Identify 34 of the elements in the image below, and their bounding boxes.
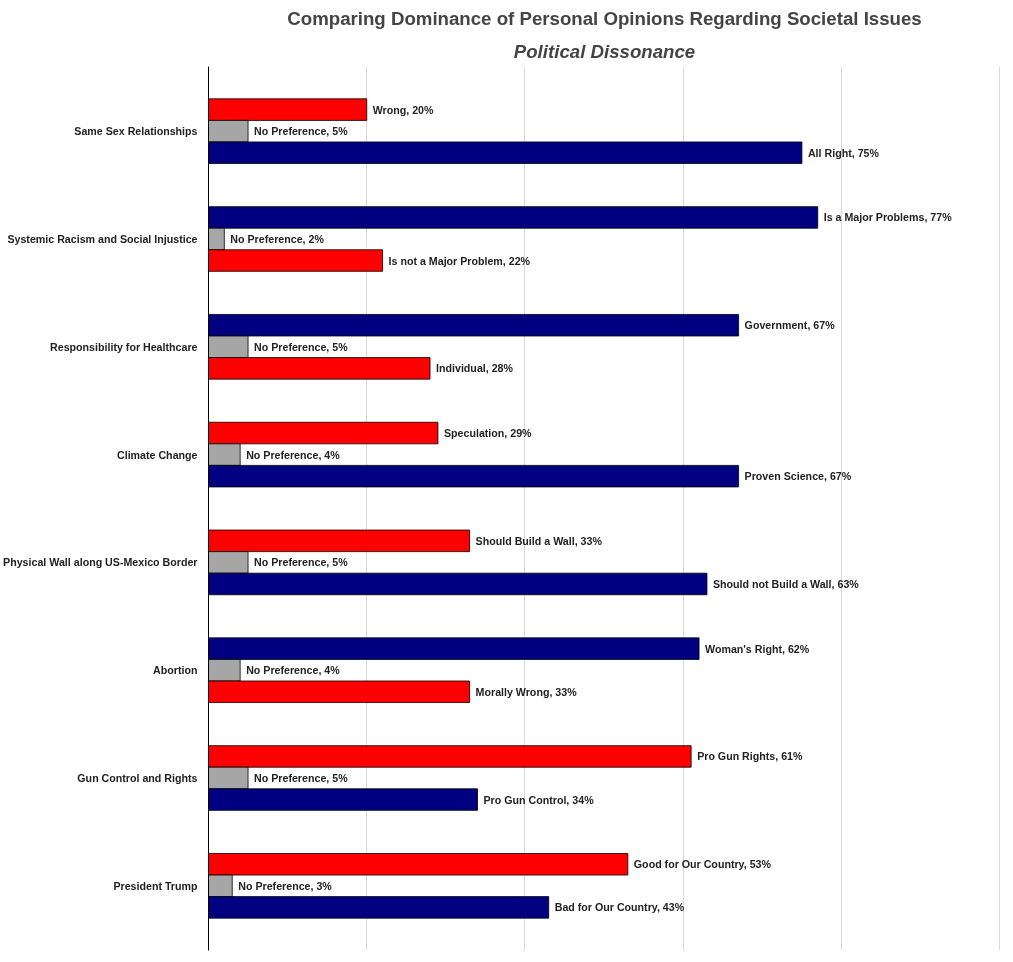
data-label: All Right, 75% <box>807 146 880 159</box>
y-tick-label: Same Sex Relationships <box>74 125 198 138</box>
data-label: Should not Build a Wall, 63% <box>712 577 860 590</box>
data-label: Pro Gun Rights, 61% <box>697 750 804 763</box>
data-label: Government, 67% <box>744 319 836 332</box>
data-label: Should Build a Wall, 33% <box>475 534 603 547</box>
y-tick-label: Responsibility for Healthcare <box>50 340 198 353</box>
y-tick-label: Abortion <box>153 664 198 677</box>
data-label: Speculation, 29% <box>443 427 533 440</box>
data-label: Individual, 28% <box>436 362 514 375</box>
data-label: Woman's Right, 62% <box>705 642 810 655</box>
y-tick-label: Climate Change <box>116 448 198 461</box>
data-label: Is a Major Problems, 77% <box>823 211 953 224</box>
chart-title: Comparing Dominance of Personal Opinions Regarding Societal Issues <box>287 7 922 29</box>
y-tick-label: Physical Wall along US-Mexico Border <box>3 556 198 569</box>
data-label: Pro Gun Control, 34% <box>483 793 595 806</box>
y-tick-label: Systemic Racism and Social Injustice <box>7 232 198 245</box>
data-label: No Preference, 5% <box>254 556 349 569</box>
data-label: No Preference, 5% <box>254 340 349 353</box>
data-label: No Preference, 3% <box>238 879 333 892</box>
y-tick-label: Gun Control and Rights <box>77 772 198 785</box>
data-label: No Preference, 4% <box>246 664 341 677</box>
data-label: Wrong, 20% <box>372 103 435 116</box>
data-label: No Preference, 4% <box>246 448 341 461</box>
data-label: Good for Our Country, 53% <box>633 858 772 871</box>
chart-subtitle: Political Dissonance <box>513 40 696 62</box>
data-label: Is not a Major Problem, 22% <box>388 254 531 267</box>
data-label: Proven Science, 67% <box>744 470 852 483</box>
y-tick-label: President Trump <box>113 879 198 892</box>
data-label: No Preference, 5% <box>254 125 349 138</box>
data-label: Bad for Our Country, 43% <box>554 901 685 914</box>
data-label: Morally Wrong, 33% <box>475 685 578 698</box>
data-label: No Preference, 2% <box>230 232 325 245</box>
data-label: No Preference, 5% <box>254 772 349 785</box>
